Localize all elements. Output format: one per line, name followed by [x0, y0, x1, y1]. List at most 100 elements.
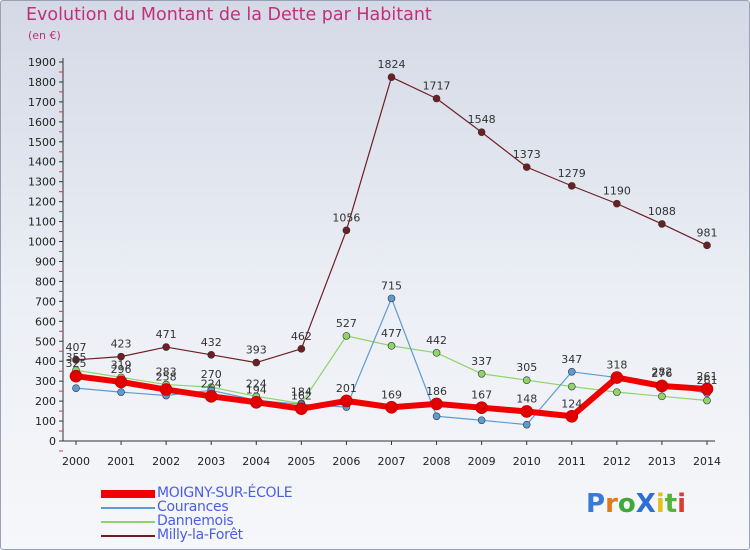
y-tick-label: 1300 — [28, 176, 56, 189]
series-line — [75, 76, 708, 364]
data-label: 1717 — [423, 80, 451, 93]
data-point — [613, 199, 621, 208]
data-label: 270 — [201, 368, 222, 381]
y-tick-label: 900 — [35, 255, 56, 268]
x-tick-label: 2007 — [378, 455, 406, 468]
data-point — [703, 396, 711, 405]
data-point — [114, 375, 128, 389]
logo-letter: X — [635, 489, 656, 519]
data-label: 1056 — [332, 211, 360, 224]
data-point — [117, 352, 125, 361]
data-label: 318 — [606, 359, 627, 372]
data-label: 393 — [246, 344, 267, 357]
data-label: 224 — [246, 377, 267, 390]
legend-label: MOIGNY-SUR-ÉCOLE — [157, 485, 293, 501]
data-point — [432, 349, 441, 357]
data-point — [700, 382, 714, 396]
data-point — [567, 382, 576, 391]
data-label: 194 — [246, 383, 267, 396]
data-point — [207, 351, 216, 359]
y-tick-label: 1400 — [28, 156, 56, 169]
data-point — [522, 376, 531, 384]
data-label: 471 — [156, 328, 177, 341]
logo-letter: i — [677, 489, 687, 519]
x-tick-label: 2012 — [603, 455, 631, 468]
y-tick-label: 1600 — [28, 116, 56, 129]
data-label: 184 — [291, 385, 312, 398]
data-label: 527 — [336, 317, 357, 330]
y-tick-label: 1800 — [28, 76, 56, 89]
y-tick-label: 1700 — [28, 96, 56, 109]
logo-letter: r — [605, 489, 618, 519]
legend-swatch — [101, 535, 155, 537]
data-point — [72, 356, 80, 364]
data-point — [162, 343, 170, 351]
data-label: 1373 — [513, 148, 541, 161]
x-tick-label: 2010 — [513, 455, 541, 468]
proxiti-logo: ProXiti — [586, 489, 686, 519]
logo-letter: i — [655, 489, 665, 519]
data-label: 325 — [66, 357, 87, 370]
data-point — [249, 396, 263, 409]
y-tick-label: 700 — [35, 295, 56, 308]
data-point — [204, 390, 218, 403]
data-point — [613, 388, 621, 396]
data-label: 432 — [201, 336, 222, 349]
data-label: 981 — [697, 226, 718, 239]
x-tick-label: 2008 — [423, 455, 451, 468]
logo-letter: o — [617, 489, 636, 519]
x-tick-label: 2002 — [152, 455, 180, 468]
x-tick-label: 2013 — [648, 455, 676, 468]
data-label: 169 — [381, 388, 402, 401]
data-label: 258 — [156, 371, 177, 384]
data-label: 407 — [66, 341, 87, 354]
y-tick-label: 1900 — [28, 56, 56, 69]
data-label: 319 — [111, 358, 132, 371]
x-tick-label: 2001 — [107, 455, 135, 468]
x-tick-label: 2000 — [62, 455, 90, 468]
data-point — [159, 383, 173, 396]
x-tick-label: 2014 — [693, 455, 721, 468]
legend-label: Courances — [157, 499, 229, 515]
y-tick-label: 0 — [49, 435, 56, 448]
data-point — [387, 73, 396, 81]
data-label: 167 — [471, 389, 492, 402]
data-point — [477, 369, 486, 378]
data-label: 124 — [561, 397, 582, 410]
y-tick-label: 800 — [35, 275, 56, 288]
data-point — [342, 332, 351, 340]
data-label: 186 — [426, 385, 447, 398]
data-point — [658, 220, 666, 228]
x-tick-label: 2003 — [197, 455, 225, 468]
data-point — [252, 358, 261, 367]
data-label: 224 — [201, 377, 222, 390]
data-point — [567, 367, 576, 376]
data-label: 201 — [336, 382, 357, 395]
y-tick-label: 1000 — [28, 236, 56, 249]
x-tick-label: 2004 — [242, 455, 270, 468]
data-label: 1088 — [648, 205, 676, 218]
data-label: 1548 — [468, 113, 496, 126]
data-label: 1824 — [378, 58, 406, 71]
data-point — [610, 371, 624, 384]
data-label: 1190 — [603, 185, 631, 198]
data-label: 1279 — [558, 167, 586, 180]
legend-swatch — [101, 507, 155, 509]
data-point — [658, 392, 666, 401]
chart-subtitle: (en €) — [28, 29, 61, 42]
chart-title: Evolution du Montant de la Dette par Hab… — [26, 5, 432, 25]
data-label: 442 — [426, 334, 447, 347]
x-tick-label: 2006 — [332, 455, 360, 468]
data-label: 337 — [471, 355, 492, 368]
data-label: 355 — [66, 351, 87, 364]
data-point — [703, 241, 711, 250]
data-label: 477 — [381, 327, 402, 340]
y-tick-label: 1200 — [28, 196, 56, 209]
x-tick-label: 2011 — [558, 455, 586, 468]
data-point — [387, 294, 396, 303]
data-label: 261 — [697, 370, 718, 383]
legend-label: Milly-la-Forêt — [157, 527, 243, 543]
data-label: 462 — [291, 330, 312, 343]
